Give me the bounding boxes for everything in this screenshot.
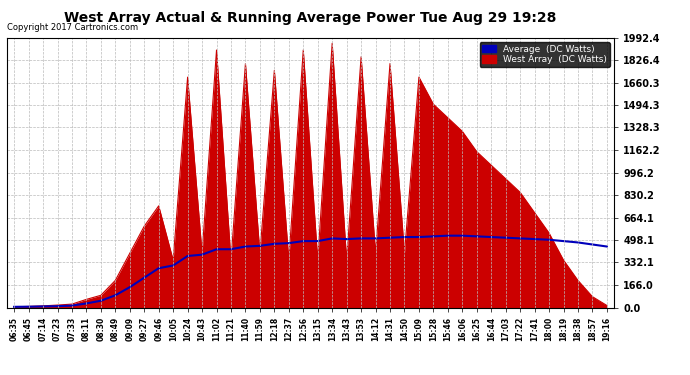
Text: West Array Actual & Running Average Power Tue Aug 29 19:28: West Array Actual & Running Average Powe…: [64, 11, 557, 25]
Text: Copyright 2017 Cartronics.com: Copyright 2017 Cartronics.com: [7, 23, 138, 32]
Legend: Average  (DC Watts), West Array  (DC Watts): Average (DC Watts), West Array (DC Watts…: [480, 42, 609, 67]
